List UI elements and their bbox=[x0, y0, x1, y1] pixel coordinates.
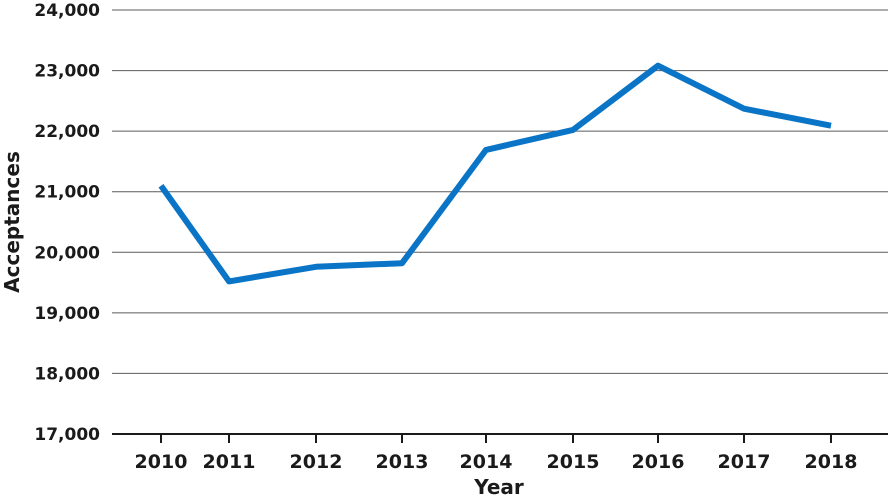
y-axis-tick-labels: 17,000 18,000 19,000 20,000 21,000 22,000 23,0… bbox=[34, 1, 100, 445]
x-tick-label: 2017 bbox=[718, 451, 771, 473]
y-tick-label: 19,000 bbox=[34, 304, 100, 324]
y-tick-label: 20,000 bbox=[34, 243, 100, 263]
x-tick-label: 2012 bbox=[290, 451, 343, 473]
y-tick-label: 23,000 bbox=[34, 62, 100, 82]
y-axis-title: Acceptances bbox=[0, 151, 24, 293]
gridlines bbox=[112, 9, 888, 374]
x-tick-label: 2011 bbox=[203, 451, 256, 473]
x-tick-label: 2013 bbox=[376, 451, 429, 473]
series-line bbox=[158, 62, 832, 285]
y-tick-label: 24,000 bbox=[34, 1, 100, 21]
y-tick-label: 22,000 bbox=[34, 122, 100, 142]
x-tick-label: 2015 bbox=[547, 451, 600, 473]
x-axis-title: Year bbox=[473, 475, 524, 499]
y-tick-label: 21,000 bbox=[34, 183, 100, 203]
x-tick-label: 2016 bbox=[632, 451, 685, 473]
y-tick-label: 17,000 bbox=[34, 425, 100, 445]
y-tick-label: 18,000 bbox=[34, 364, 100, 384]
x-tick-label: 2010 bbox=[135, 451, 188, 473]
series-layer bbox=[158, 62, 832, 285]
x-tick-label: 2018 bbox=[805, 451, 858, 473]
x-axis: 2010 2011 2012 2013 2014 2015 2016 2017 2018 bbox=[112, 433, 888, 473]
x-tick-label: 2014 bbox=[460, 451, 513, 473]
